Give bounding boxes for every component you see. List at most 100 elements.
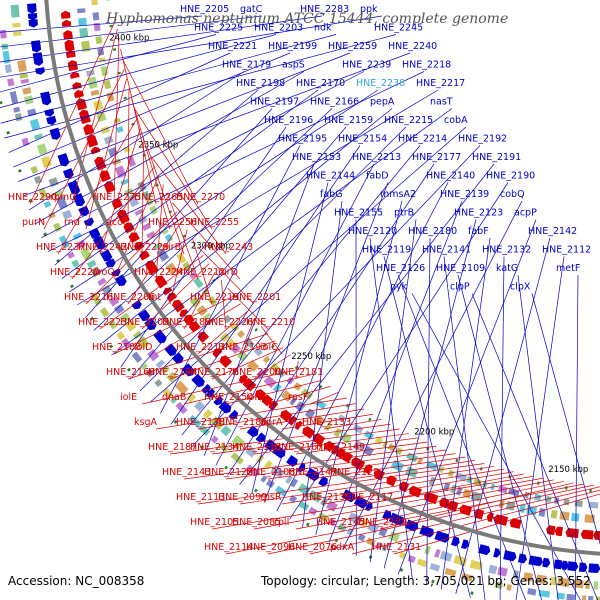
gene-label[interactable]: HNE_2215 [384, 115, 433, 126]
feature-mark[interactable] [99, 170, 111, 183]
feature-mark[interactable] [60, 10, 71, 19]
feature-mark[interactable] [230, 452, 244, 465]
feature-mark[interactable] [301, 388, 313, 400]
feature-mark[interactable] [189, 271, 197, 279]
feature-mark[interactable] [207, 296, 218, 307]
feature-mark[interactable] [399, 481, 410, 493]
feature-mark[interactable] [100, 125, 111, 135]
feature-mark[interactable] [488, 564, 498, 575]
feature-mark[interactable] [305, 467, 320, 482]
feature-mark[interactable] [255, 432, 266, 443]
feature-mark[interactable] [32, 52, 44, 66]
feature-mark[interactable] [108, 296, 120, 307]
feature-mark[interactable] [179, 309, 189, 318]
gene-label[interactable]: HNE_2202 [120, 317, 169, 328]
feature-mark[interactable] [72, 232, 82, 240]
feature-mark[interactable] [542, 557, 551, 568]
feature-mark[interactable] [318, 384, 323, 389]
gene-label[interactable]: HNE_2218 [402, 60, 451, 71]
gene-label[interactable]: clpX [510, 282, 531, 293]
feature-mark[interactable] [261, 394, 274, 407]
feature-mark[interactable] [280, 409, 293, 423]
feature-mark[interactable] [230, 343, 241, 355]
feature-mark[interactable] [470, 591, 474, 595]
gene-label[interactable]: HNE_2099 [218, 492, 267, 503]
feature-mark[interactable] [218, 400, 232, 414]
gene-label[interactable]: HNE_2265 [134, 192, 183, 203]
feature-mark[interactable] [71, 259, 80, 268]
feature-mark[interactable] [264, 439, 276, 451]
feature-mark[interactable] [134, 208, 144, 216]
feature-mark[interactable] [113, 303, 125, 315]
gene-label[interactable]: HNE_2242 [78, 242, 127, 253]
feature-mark[interactable] [229, 322, 240, 333]
gene-label[interactable]: HNE_2237 [36, 242, 85, 253]
gene-label[interactable]: HNE_2275 [92, 192, 141, 203]
feature-mark[interactable] [297, 462, 306, 473]
feature-mark[interactable] [171, 299, 185, 313]
feature-mark[interactable] [174, 380, 189, 395]
feature-mark[interactable] [294, 420, 304, 431]
gene-label[interactable]: HNE_2188 [92, 342, 141, 353]
gene-label[interactable]: HNE_2200 [232, 367, 281, 378]
feature-mark[interactable] [588, 563, 600, 574]
feature-mark[interactable] [111, 268, 121, 277]
feature-mark[interactable] [308, 506, 318, 516]
feature-mark[interactable] [162, 287, 173, 296]
feature-mark[interactable] [86, 259, 97, 269]
feature-mark[interactable] [93, 100, 104, 111]
gene-label[interactable]: HNE_2085 [232, 517, 281, 528]
feature-mark[interactable] [99, 307, 110, 318]
gene-label[interactable]: HNE_2123 [454, 208, 503, 219]
feature-mark[interactable] [280, 390, 293, 402]
gene-label[interactable]: HNE_2270 [176, 192, 225, 203]
gene-label[interactable]: HNE_2223 [78, 317, 127, 328]
feature-mark[interactable] [131, 351, 143, 363]
feature-mark[interactable] [337, 523, 347, 532]
gene-label[interactable]: HNE_2290 [8, 192, 57, 203]
gene-label[interactable]: nirD [218, 267, 238, 278]
feature-mark[interactable] [193, 277, 204, 289]
feature-mark[interactable] [567, 561, 579, 572]
feature-mark[interactable] [286, 455, 298, 467]
gene-label[interactable]: purN [22, 217, 45, 228]
feature-mark[interactable] [580, 529, 594, 540]
feature-mark[interactable] [340, 432, 352, 444]
feature-mark[interactable] [536, 574, 547, 584]
feature-mark[interactable] [53, 189, 63, 198]
feature-mark[interactable] [493, 547, 501, 558]
feature-mark[interactable] [260, 475, 268, 483]
feature-mark[interactable] [553, 559, 564, 570]
feature-mark[interactable] [70, 284, 74, 289]
feature-mark[interactable] [41, 155, 52, 168]
gene-label[interactable]: HNE_2187 [148, 442, 197, 453]
gene-label[interactable]: nasT [430, 97, 453, 108]
feature-mark[interactable] [434, 530, 450, 543]
gene-label[interactable]: HNE_2144 [306, 171, 355, 182]
feature-mark[interactable] [127, 193, 140, 208]
feature-mark[interactable] [263, 375, 277, 389]
gene-label[interactable]: HNE_2259 [328, 41, 377, 52]
feature-mark[interactable] [550, 509, 558, 519]
feature-mark[interactable] [245, 464, 260, 477]
gene-label[interactable]: HNE_2154 [338, 134, 387, 145]
feature-mark[interactable] [225, 338, 236, 349]
feature-mark[interactable] [125, 320, 137, 332]
feature-mark[interactable] [168, 210, 173, 214]
gene-label[interactable]: HNE_2217 [416, 78, 465, 89]
feature-mark[interactable] [202, 312, 212, 321]
feature-mark[interactable] [89, 316, 94, 321]
feature-mark[interactable] [386, 475, 398, 487]
feature-mark[interactable] [92, 12, 100, 21]
feature-mark[interactable] [19, 73, 29, 79]
feature-mark[interactable] [523, 572, 534, 582]
feature-mark[interactable] [566, 593, 576, 600]
feature-mark[interactable] [100, 249, 113, 262]
feature-mark[interactable] [390, 459, 405, 472]
feature-mark[interactable] [96, 111, 107, 123]
feature-mark[interactable] [416, 558, 428, 568]
feature-mark[interactable] [152, 242, 162, 250]
feature-mark[interactable] [138, 309, 151, 322]
feature-mark[interactable] [398, 551, 406, 559]
feature-mark[interactable] [584, 514, 595, 524]
